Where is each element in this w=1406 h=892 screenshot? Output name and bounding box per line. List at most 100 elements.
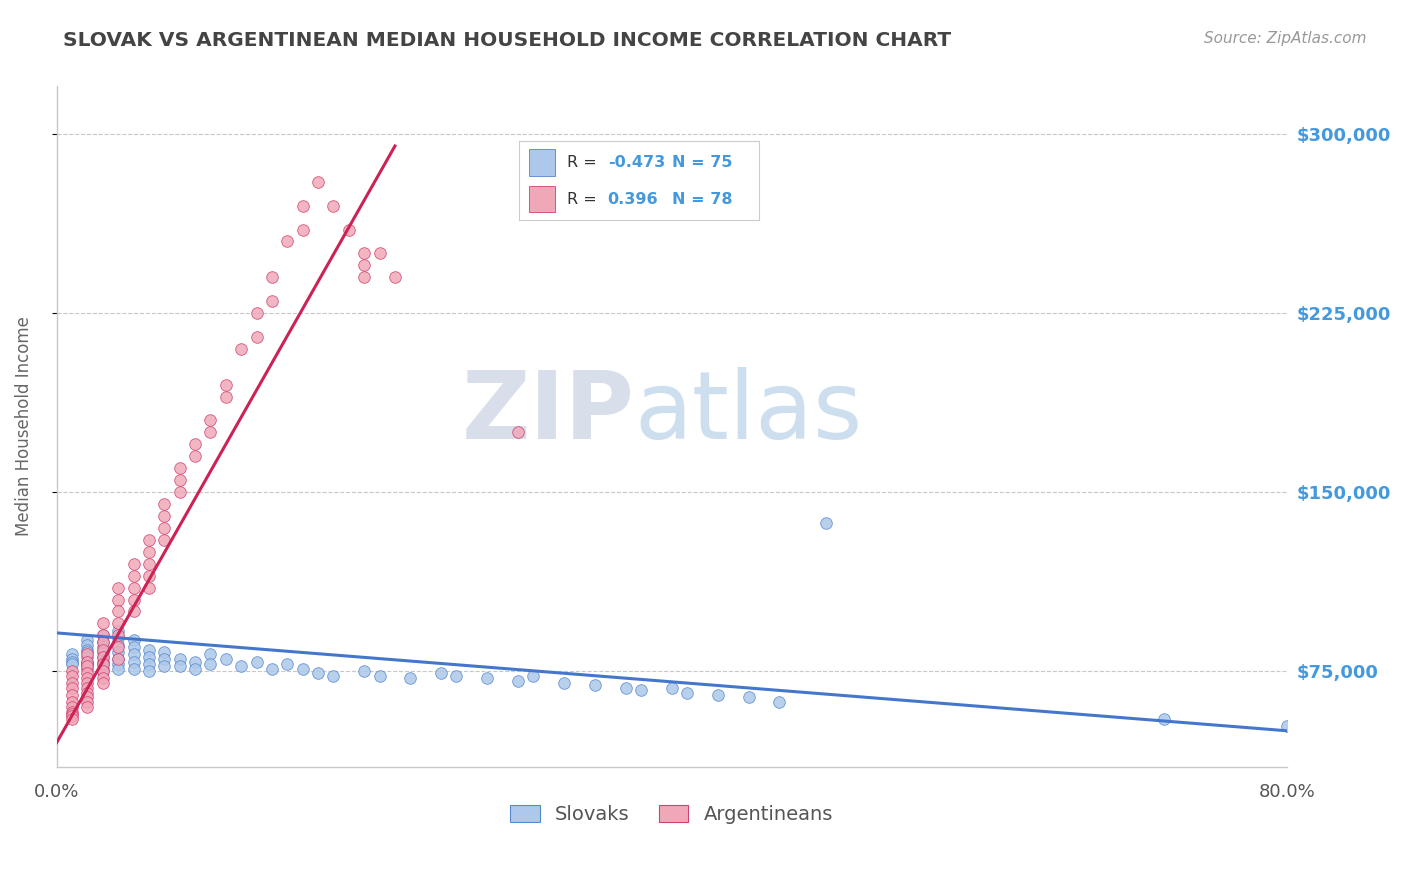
Point xyxy=(91,635,114,649)
Point xyxy=(107,645,129,659)
Point xyxy=(184,655,207,669)
Point xyxy=(91,657,114,671)
Point xyxy=(76,681,98,695)
Point xyxy=(91,671,114,685)
Point xyxy=(107,628,129,642)
Point xyxy=(138,557,160,571)
Point xyxy=(122,568,145,582)
Point xyxy=(107,662,129,676)
Point xyxy=(122,581,145,595)
Point xyxy=(169,473,191,487)
Point xyxy=(291,199,314,213)
Point xyxy=(737,690,759,705)
Point xyxy=(307,666,329,681)
Point xyxy=(107,652,129,666)
Bar xyxy=(529,149,555,176)
Point xyxy=(60,664,83,678)
Point xyxy=(91,664,114,678)
Point xyxy=(337,222,360,236)
Point xyxy=(60,699,83,714)
Point xyxy=(184,450,207,464)
Point xyxy=(153,521,176,535)
Point xyxy=(506,673,529,688)
Point xyxy=(353,246,375,260)
Point xyxy=(676,685,699,699)
Point xyxy=(153,645,176,659)
Point xyxy=(76,666,98,681)
Point xyxy=(260,662,283,676)
Point xyxy=(583,678,606,692)
Point xyxy=(76,685,98,699)
Point xyxy=(138,568,160,582)
Point xyxy=(169,461,191,475)
Point xyxy=(60,712,83,726)
Point xyxy=(107,581,129,595)
Text: R =: R = xyxy=(567,155,602,170)
Point xyxy=(153,497,176,511)
Point xyxy=(368,246,391,260)
Point xyxy=(260,294,283,309)
Point xyxy=(169,659,191,673)
Point xyxy=(60,648,83,662)
Point xyxy=(91,628,114,642)
Point xyxy=(553,676,575,690)
Point xyxy=(76,676,98,690)
Point xyxy=(107,640,129,655)
Point xyxy=(91,645,114,659)
Point xyxy=(630,683,652,698)
Point xyxy=(153,659,176,673)
Point xyxy=(661,681,683,695)
Point xyxy=(184,662,207,676)
Point xyxy=(107,592,129,607)
Point xyxy=(184,437,207,451)
Point xyxy=(76,645,98,659)
Point xyxy=(446,669,468,683)
Point xyxy=(231,659,253,673)
Point xyxy=(138,642,160,657)
Bar xyxy=(529,186,555,212)
Point xyxy=(91,649,114,664)
Point xyxy=(399,671,422,685)
Point xyxy=(814,516,837,530)
Point xyxy=(107,616,129,631)
Point xyxy=(138,657,160,671)
Text: ZIP: ZIP xyxy=(463,367,636,458)
Point xyxy=(291,662,314,676)
Point xyxy=(107,652,129,666)
Point xyxy=(522,669,544,683)
Point xyxy=(153,508,176,523)
Point xyxy=(200,657,222,671)
Point xyxy=(245,655,267,669)
Text: Source: ZipAtlas.com: Source: ZipAtlas.com xyxy=(1204,31,1367,46)
Point xyxy=(91,662,114,676)
Legend: Slovaks, Argentineans: Slovaks, Argentineans xyxy=(503,797,841,831)
Point xyxy=(430,666,453,681)
Point xyxy=(768,695,790,709)
Point xyxy=(307,175,329,189)
Point xyxy=(215,652,238,666)
Point xyxy=(60,705,83,719)
Point xyxy=(122,640,145,655)
Text: 0.396: 0.396 xyxy=(607,192,658,207)
Point xyxy=(60,669,83,683)
Point xyxy=(707,688,730,702)
Point xyxy=(138,581,160,595)
Point xyxy=(76,695,98,709)
Point xyxy=(291,222,314,236)
Point xyxy=(76,659,98,673)
Point xyxy=(260,270,283,285)
Point xyxy=(122,648,145,662)
Point xyxy=(76,655,98,669)
Point xyxy=(1153,712,1175,726)
Point xyxy=(138,533,160,547)
Point xyxy=(60,657,83,671)
Point xyxy=(122,633,145,648)
Point xyxy=(353,270,375,285)
Point xyxy=(614,681,637,695)
Point xyxy=(91,655,114,669)
Point xyxy=(91,628,114,642)
Point xyxy=(76,662,98,676)
Point xyxy=(91,640,114,655)
Point xyxy=(60,709,83,723)
Point xyxy=(153,652,176,666)
